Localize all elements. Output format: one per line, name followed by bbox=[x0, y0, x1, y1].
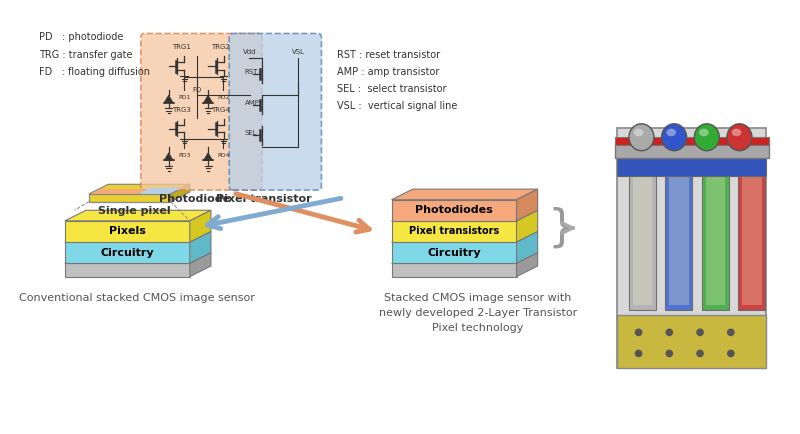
Polygon shape bbox=[89, 184, 190, 194]
Polygon shape bbox=[391, 200, 517, 221]
Circle shape bbox=[634, 329, 642, 336]
Circle shape bbox=[727, 329, 734, 336]
Polygon shape bbox=[65, 263, 190, 276]
Polygon shape bbox=[170, 184, 190, 202]
Text: VSL :  vertical signal line: VSL : vertical signal line bbox=[337, 102, 457, 112]
Polygon shape bbox=[517, 231, 538, 263]
Text: VSL: VSL bbox=[292, 49, 305, 55]
Polygon shape bbox=[89, 194, 170, 202]
Ellipse shape bbox=[662, 124, 686, 151]
Polygon shape bbox=[391, 189, 538, 200]
Polygon shape bbox=[391, 253, 538, 263]
Polygon shape bbox=[65, 210, 211, 221]
Bar bbox=[629, 171, 656, 310]
Text: Pixels: Pixels bbox=[109, 227, 146, 237]
Ellipse shape bbox=[699, 128, 709, 136]
Circle shape bbox=[666, 350, 673, 357]
Text: AMP: AMP bbox=[245, 100, 259, 105]
Text: RST : reset transistor: RST : reset transistor bbox=[337, 49, 440, 59]
FancyBboxPatch shape bbox=[141, 33, 262, 190]
Ellipse shape bbox=[694, 124, 719, 151]
Bar bbox=[618, 315, 766, 368]
Polygon shape bbox=[190, 231, 211, 263]
Text: PD4: PD4 bbox=[218, 153, 230, 158]
Polygon shape bbox=[190, 210, 211, 242]
Bar bbox=[706, 176, 725, 306]
Bar bbox=[738, 171, 766, 310]
Text: Photodiodes: Photodiodes bbox=[415, 205, 493, 215]
Polygon shape bbox=[139, 187, 182, 194]
Text: }: } bbox=[547, 207, 576, 250]
Polygon shape bbox=[91, 189, 146, 194]
Circle shape bbox=[666, 329, 673, 336]
Circle shape bbox=[634, 350, 642, 357]
Polygon shape bbox=[391, 210, 538, 221]
Bar bbox=[742, 176, 762, 306]
Text: Stacked CMOS image sensor with
newly developed 2-Layer Transistor
Pixel technolo: Stacked CMOS image sensor with newly dev… bbox=[379, 293, 578, 332]
Ellipse shape bbox=[629, 124, 654, 151]
Polygon shape bbox=[65, 221, 190, 242]
Text: TRG4: TRG4 bbox=[211, 107, 230, 113]
Polygon shape bbox=[391, 242, 517, 263]
Polygon shape bbox=[618, 128, 766, 368]
Ellipse shape bbox=[732, 128, 742, 136]
Bar bbox=[614, 143, 770, 158]
Circle shape bbox=[727, 350, 734, 357]
Bar bbox=[633, 176, 652, 306]
Text: TRG2: TRG2 bbox=[211, 44, 230, 50]
Polygon shape bbox=[517, 210, 538, 242]
Polygon shape bbox=[65, 242, 190, 263]
Text: PD1: PD1 bbox=[178, 95, 190, 100]
Text: Photodiode: Photodiode bbox=[159, 194, 230, 204]
Text: Vdd: Vdd bbox=[242, 49, 256, 55]
Text: FD   : floating diffusion: FD : floating diffusion bbox=[39, 67, 150, 77]
Text: PD2: PD2 bbox=[218, 95, 230, 100]
Text: RST: RST bbox=[245, 69, 258, 75]
Text: TRG : transfer gate: TRG : transfer gate bbox=[39, 49, 133, 59]
Text: Circuitry: Circuitry bbox=[101, 247, 154, 257]
Ellipse shape bbox=[727, 124, 752, 151]
Circle shape bbox=[696, 350, 704, 357]
Text: Pixel transistor: Pixel transistor bbox=[216, 194, 312, 204]
Text: SEL: SEL bbox=[245, 130, 257, 136]
Polygon shape bbox=[65, 253, 211, 263]
FancyBboxPatch shape bbox=[229, 33, 322, 190]
Text: TRG3: TRG3 bbox=[172, 107, 190, 113]
Ellipse shape bbox=[634, 128, 643, 136]
Ellipse shape bbox=[666, 128, 676, 136]
Text: Circuitry: Circuitry bbox=[427, 247, 481, 257]
Polygon shape bbox=[391, 263, 517, 276]
Text: FD: FD bbox=[192, 87, 201, 93]
Bar bbox=[666, 171, 692, 310]
Text: PD3: PD3 bbox=[178, 153, 190, 158]
Polygon shape bbox=[203, 153, 213, 161]
Polygon shape bbox=[517, 189, 538, 221]
Polygon shape bbox=[164, 153, 174, 161]
Bar bbox=[614, 137, 770, 145]
Polygon shape bbox=[391, 231, 538, 242]
Text: Pixel transistors: Pixel transistors bbox=[409, 227, 499, 237]
Bar bbox=[670, 176, 689, 306]
Text: TRG1: TRG1 bbox=[172, 44, 190, 50]
Polygon shape bbox=[164, 95, 174, 103]
Polygon shape bbox=[517, 253, 538, 276]
Text: AMP : amp transistor: AMP : amp transistor bbox=[337, 67, 439, 77]
Circle shape bbox=[696, 329, 704, 336]
Text: PD   : photodiode: PD : photodiode bbox=[39, 32, 123, 42]
Text: SEL :  select transistor: SEL : select transistor bbox=[337, 84, 446, 94]
Text: Conventional stacked CMOS image sensor: Conventional stacked CMOS image sensor bbox=[19, 293, 255, 303]
Polygon shape bbox=[65, 231, 211, 242]
Bar bbox=[702, 171, 729, 310]
Polygon shape bbox=[203, 95, 213, 103]
Bar bbox=[618, 158, 766, 176]
Polygon shape bbox=[391, 221, 517, 242]
Polygon shape bbox=[190, 253, 211, 276]
Text: Single pixel: Single pixel bbox=[98, 207, 170, 217]
